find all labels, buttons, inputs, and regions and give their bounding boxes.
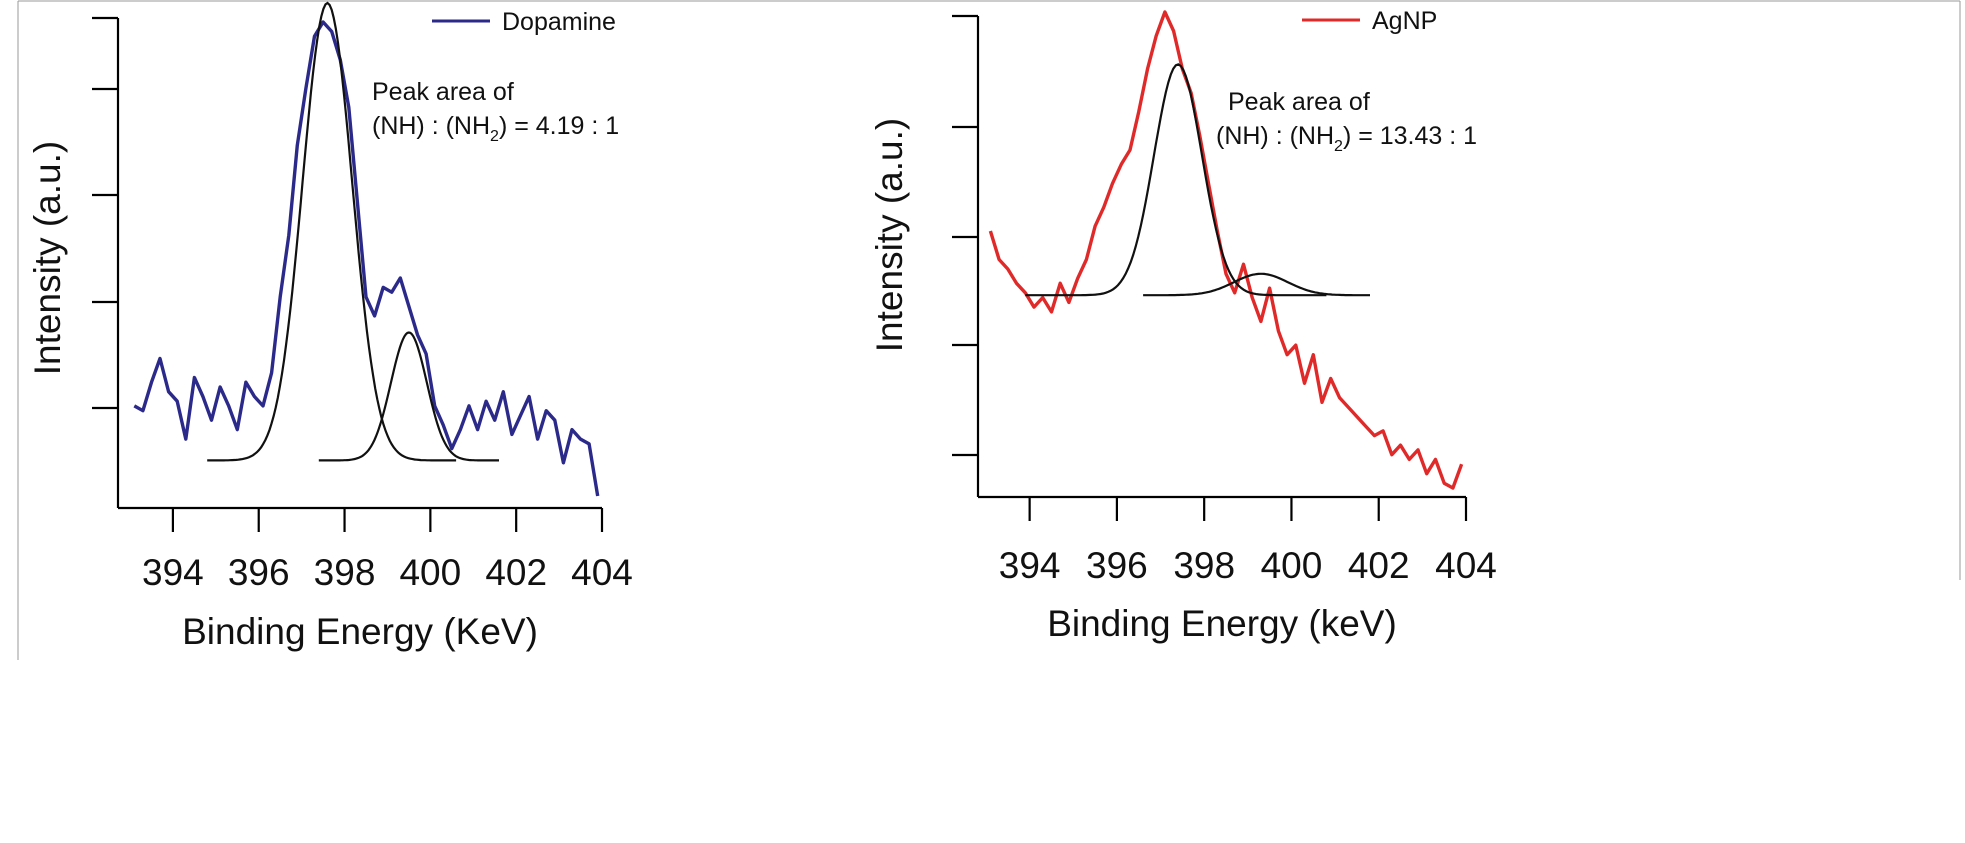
fit-curve-1 [207,1,457,462]
y-axis-title: Intensity (a.u.) [869,118,910,352]
x-axis-title: Binding Energy (KeV) [182,611,538,652]
data-series-line [133,20,600,497]
legend-label: Dopamine [502,8,616,36]
annotation-text-b: ) = 13.43 : 1 [1343,122,1477,150]
x-tick-label-404: 404 [1435,545,1497,586]
y-ticks [92,16,118,410]
annotation-text-b: ) = 4.19 : 1 [499,112,619,140]
annotation-text-a: (NH) : (NH [372,112,490,140]
x-tick-label-400: 400 [1261,545,1323,586]
x-tick-label-394: 394 [142,552,204,593]
chart-panel-dopamine: 394 396 398 400 402 404 Binding Energy (KeV) … [27,1,633,652]
x-tick-label-400: 400 [399,552,461,593]
y-axis-title: Intensity (a.u.) [27,141,68,375]
x-tick-label-396: 396 [228,552,290,593]
annotation-line2: (NH) : (NH2) = 13.43 : 1 [1216,122,1477,155]
annotation-line2: (NH) : (NH2) = 4.19 : 1 [372,112,619,145]
legend-label: AgNP [1372,7,1437,35]
chart-panel-agnp: 394 396 398 400 402 404 Binding Energy (keV) … [869,7,1497,644]
x-tick-label-398: 398 [1173,545,1235,586]
x-tick-label-404: 404 [571,552,633,593]
annotation-text-a: (NH) : (NH [1216,122,1334,150]
annotation-line1: Peak area of [372,78,514,106]
fit-curve-2 [318,331,499,462]
x-ticks: 394 396 398 400 402 404 [142,508,633,593]
plot-area [988,10,1464,490]
annotation-subscript: 2 [490,128,499,145]
x-ticks: 394 396 398 400 402 404 [999,497,1497,586]
fit-curve-1 [1025,63,1327,297]
x-tick-label-402: 402 [1348,545,1410,586]
plot-area [133,1,600,497]
fit-curve-2 [1143,272,1370,297]
x-tick-label-394: 394 [999,545,1061,586]
y-ticks [952,14,978,457]
annotation-subscript: 2 [1334,138,1343,155]
data-series-line [988,10,1464,490]
x-tick-label-398: 398 [314,552,376,593]
x-tick-label-396: 396 [1086,545,1148,586]
annotation-line1: Peak area of [1228,88,1370,116]
x-tick-label-402: 402 [485,552,547,593]
x-axis-title: Binding Energy (keV) [1047,603,1397,644]
